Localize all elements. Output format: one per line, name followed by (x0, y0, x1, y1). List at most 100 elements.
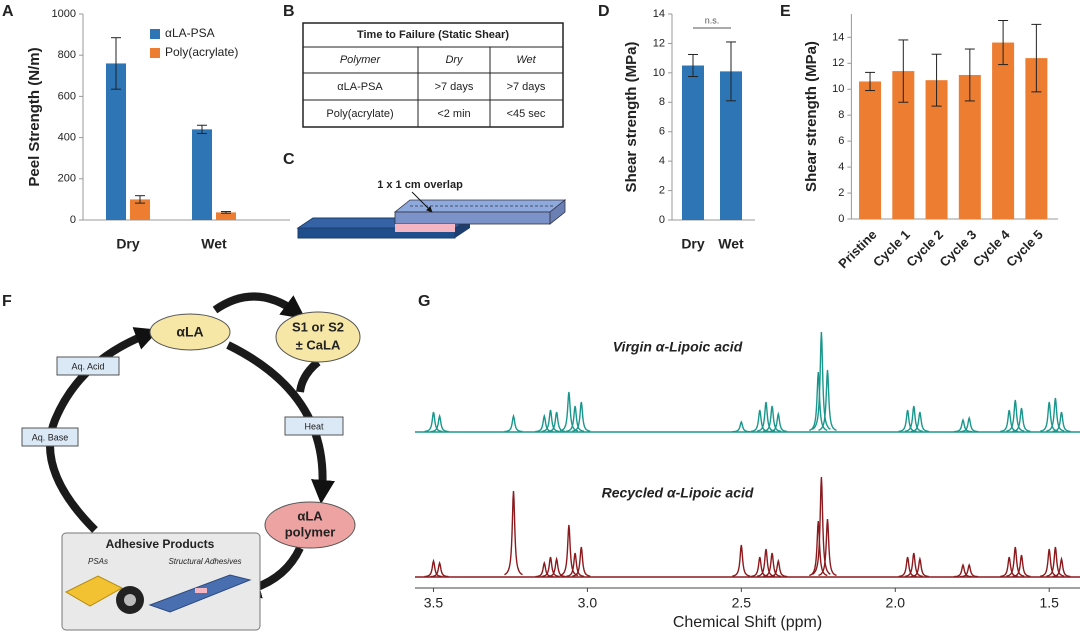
x-tick-label: Wet (201, 236, 227, 252)
cell: αLA-PSA (337, 81, 383, 93)
peak (732, 420, 751, 433)
column-header: Polymer (340, 54, 382, 66)
bar (192, 129, 212, 220)
peak (812, 476, 831, 575)
polymer-label: polymer (285, 524, 336, 539)
y-tick-label: 12 (832, 57, 844, 69)
y-tick-label: 4 (659, 155, 665, 167)
peak (953, 563, 973, 578)
x-tick-label: Dry (681, 236, 705, 252)
x-tick-label: 3.0 (578, 595, 598, 611)
upper-slab-front (394, 211, 551, 225)
solvent-node (275, 311, 361, 363)
peak (1046, 546, 1065, 577)
y-axis-label: Shear strength (MPa) (803, 41, 820, 192)
x-tick-label: 3.5 (424, 595, 444, 611)
cycle-diagram: F αLA S1 or S2 ± CaLA Heat αLA polymer A… (2, 292, 361, 631)
peak (898, 409, 917, 433)
column-header: Dry (445, 54, 464, 66)
y-axis-label: Shear strength (MPa) (623, 42, 640, 193)
bar (130, 199, 150, 220)
overlap-diagram: C 1 x 1 cm overlap (283, 151, 567, 239)
panel-label: C (283, 151, 295, 168)
tape-core (124, 594, 136, 606)
structural-overlap (195, 588, 207, 593)
panel-label: D (598, 3, 610, 20)
structural-icon (148, 574, 252, 613)
peak (535, 560, 554, 578)
peak (1012, 407, 1031, 433)
peak (762, 405, 782, 432)
cell: >7 days (507, 81, 546, 93)
y-tick-label: 6 (659, 126, 665, 138)
peak (1012, 554, 1031, 578)
peak (541, 556, 560, 578)
legend-swatch (150, 48, 160, 58)
peak (541, 409, 560, 433)
cycle-arrow (46, 327, 160, 533)
peak (559, 391, 579, 432)
x-tick-label: Pristine (835, 227, 879, 271)
column-header: Wet (516, 54, 536, 66)
cell: <2 min (437, 108, 470, 120)
pointer-arrow (411, 191, 433, 213)
bar (720, 71, 742, 220)
y-tick-label: 10 (832, 83, 844, 95)
heat-box (284, 416, 344, 436)
peak (430, 560, 449, 578)
base-box (21, 427, 79, 447)
y-tick-label: 800 (58, 49, 76, 61)
x-tick-label: Cycle 5 (1003, 227, 1046, 270)
peak (1006, 399, 1025, 432)
acid-box (56, 356, 120, 376)
y-tick-label: 14 (832, 31, 844, 43)
cell: Poly(acrylate) (326, 108, 393, 120)
cycle-arrow (212, 292, 306, 320)
table-border (302, 22, 564, 128)
legend-swatch (150, 29, 160, 39)
peak (750, 556, 769, 578)
y-axis-label: Peel Strength (N/m) (26, 47, 43, 186)
series-title: Virgin α-Lipoic acid (613, 339, 743, 355)
y-tick-label: 1000 (52, 8, 76, 20)
peak (910, 411, 930, 433)
peak (818, 518, 837, 577)
y-tick-label: 2 (838, 187, 844, 199)
peak (757, 548, 775, 577)
peak (565, 405, 585, 432)
overlap-region (395, 224, 455, 232)
bar (106, 63, 126, 220)
peak (809, 371, 828, 432)
peak (904, 405, 923, 432)
annotation: n.s. (705, 15, 720, 25)
peak (762, 552, 782, 578)
peak (769, 558, 788, 578)
psa-icon (64, 575, 124, 607)
table: B Time to Failure (Static Shear) Polymer… (283, 3, 564, 128)
peak (953, 418, 973, 433)
bar (216, 212, 236, 220)
bar (892, 71, 915, 219)
legend-label: αLA-PSA (165, 26, 215, 40)
monomer-label: αLA (176, 324, 203, 340)
products-box (61, 532, 261, 631)
y-tick-label: 600 (58, 90, 76, 102)
peak (547, 411, 566, 433)
panel-label: A (2, 3, 14, 20)
bar (925, 80, 948, 219)
peak (818, 369, 837, 431)
x-axis-label: Chemical Shift (ppm) (673, 614, 822, 631)
peak (430, 413, 449, 433)
panel-label: G (418, 293, 430, 310)
heat-label: Heat (304, 421, 324, 431)
cycle-arrow (226, 341, 335, 504)
y-tick-label: 8 (659, 96, 665, 108)
peak (898, 556, 917, 578)
x-tick-label: Wet (718, 236, 744, 252)
y-tick-label: 6 (838, 135, 844, 147)
x-tick-label: 1.5 (1039, 595, 1059, 611)
panel-label: B (283, 3, 295, 20)
peak (504, 490, 523, 576)
table-title: Time to Failure (Static Shear) (357, 29, 509, 41)
peak (960, 415, 979, 433)
